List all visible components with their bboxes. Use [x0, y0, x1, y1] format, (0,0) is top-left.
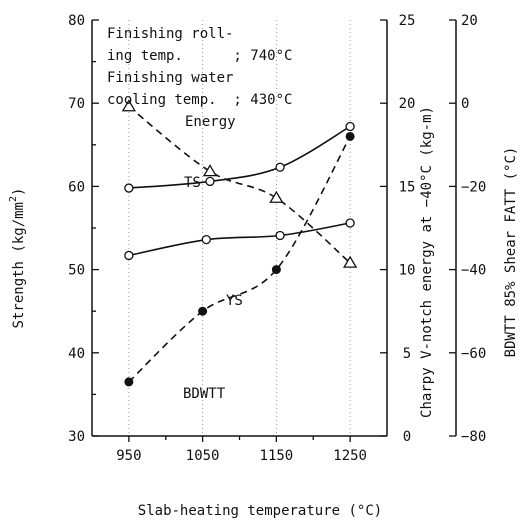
data-point-ys [201, 234, 211, 245]
grid [128, 20, 351, 436]
left-axis-title-end: ) [11, 188, 27, 196]
series-line-ys [128, 222, 351, 257]
data-point-bdwtt [198, 306, 208, 316]
series-label-energy: Energy [185, 114, 236, 130]
x-tick-label: 1250 [333, 448, 367, 464]
series-label-ts: TS [184, 175, 201, 191]
left-tick-label: 80 [68, 13, 85, 29]
x-tick-label: 950 [116, 448, 141, 464]
mid-tick-label: 10 [399, 263, 416, 279]
x-axis-title-text: Slab-heating temperature (°C) [138, 503, 382, 519]
left-tick-label: 50 [68, 263, 85, 279]
annotation-line-1: Finishing roll- [107, 26, 233, 42]
left-tick-label: 40 [68, 346, 85, 362]
left-tick-label: 60 [68, 179, 85, 195]
left-axis-title-sup: 2 [8, 196, 19, 202]
annotation-line-4: cooling temp. ; 430°C [107, 92, 292, 108]
data-point-bdwtt [345, 131, 355, 141]
series-label-ys: YS [226, 293, 243, 309]
left-tick-label: 30 [68, 429, 85, 445]
mid-tick-label: 15 [399, 179, 416, 195]
annotation-line-3: Finishing water [107, 70, 233, 86]
right-tick-label: 0 [461, 96, 469, 112]
series-line-ts [128, 125, 351, 189]
right-tick-label: 20 [461, 13, 478, 29]
right-tick-label: −40 [461, 263, 486, 279]
mid-tick-label: 5 [403, 346, 411, 362]
data-point-energy [269, 190, 284, 203]
series-layer [121, 99, 358, 387]
mid-axis-title-text: Charpy V-notch energy at −40°C (kg-m) [419, 106, 435, 418]
data-point-bdwtt [271, 265, 281, 275]
x-tick-label: 1150 [260, 448, 294, 464]
series-line-energy [128, 105, 351, 264]
mid-tick-label: 25 [399, 13, 416, 29]
data-point-ys [275, 230, 285, 241]
mid-axis-title: Charpy V-notch energy at −40°C (kg-m) [419, 106, 435, 418]
mid-tick-label: 0 [403, 429, 411, 445]
axes: 30 40 50 60 70 80 950 1050 1150 1250 0 5 10 15 20 25 −80… [68, 13, 486, 464]
annotation-line-2: ing temp. ; 740°C [107, 48, 292, 64]
data-point-ys [124, 250, 134, 261]
series-line-bdwtt [128, 136, 351, 383]
left-axis-title-text: Strength (kg/mm [11, 202, 27, 328]
data-point-ts [124, 183, 134, 193]
left-axis-title: Strength (kg/mm2) [8, 188, 27, 329]
data-point-ts [205, 176, 215, 187]
data-point-energy [202, 164, 218, 177]
data-point-ts [345, 121, 355, 132]
data-point-energy [121, 99, 137, 112]
left-tick-label: 70 [68, 96, 85, 112]
right-tick-label: −80 [461, 429, 486, 445]
data-point-bdwtt [124, 377, 134, 387]
data-point-ts [275, 162, 285, 172]
right-axis-title: BDWTT 85% Shear FATT (°C) [503, 147, 519, 358]
x-tick-label: 1050 [186, 448, 220, 464]
data-point-energy [342, 255, 358, 268]
data-point-ys [345, 218, 355, 228]
right-tick-label: −20 [461, 179, 486, 195]
annotation: Finishing roll- ing temp. ; 740°C Finish… [107, 26, 292, 108]
series-label-bdwtt: BDWTT [183, 386, 226, 402]
right-tick-label: −60 [461, 346, 486, 362]
right-axis-title-text: BDWTT 85% Shear FATT (°C) [503, 147, 519, 358]
mid-tick-label: 20 [399, 96, 416, 112]
x-axis-title: Slab-heating temperature (°C) [138, 503, 382, 519]
